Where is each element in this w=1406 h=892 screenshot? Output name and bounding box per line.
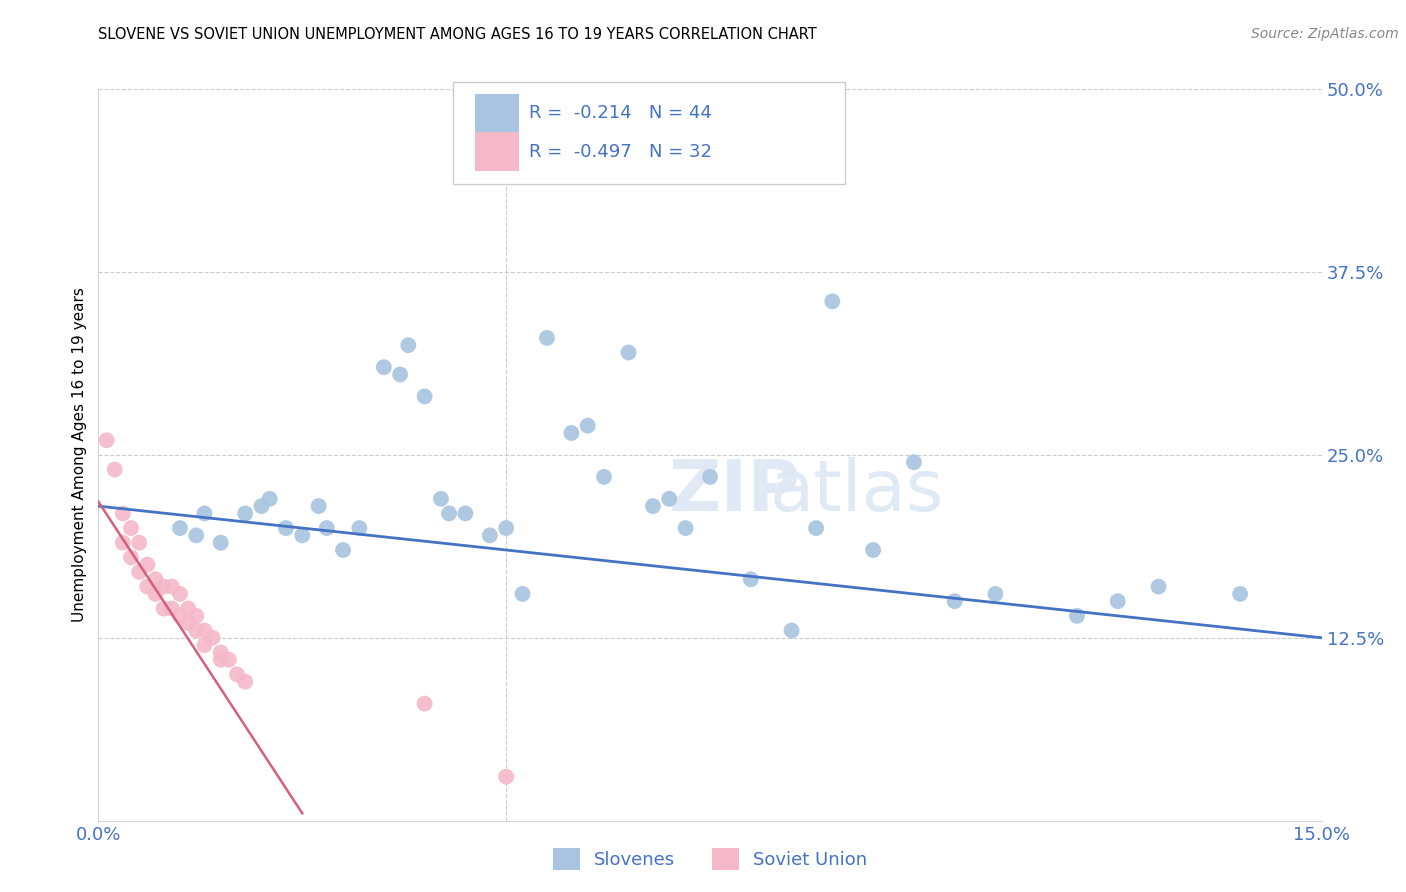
Point: [495, 521, 517, 535]
Point: [821, 294, 844, 309]
Point: [593, 470, 616, 484]
Text: R =  -0.214   N = 44: R = -0.214 N = 44: [529, 103, 711, 121]
Point: [186, 624, 208, 638]
Point: [576, 418, 599, 433]
Point: [250, 499, 273, 513]
Point: [209, 645, 232, 659]
Point: [169, 587, 191, 601]
Point: [145, 587, 167, 601]
Point: [193, 638, 215, 652]
Point: [699, 470, 721, 484]
Point: [128, 565, 150, 579]
Point: [152, 601, 174, 615]
Point: [1147, 580, 1170, 594]
FancyBboxPatch shape: [453, 82, 845, 185]
Point: [120, 521, 142, 535]
Point: [186, 608, 208, 623]
Point: [804, 521, 827, 535]
Point: [984, 587, 1007, 601]
Point: [437, 507, 460, 521]
Point: [512, 587, 534, 601]
Point: [152, 580, 174, 594]
Text: Source: ZipAtlas.com: Source: ZipAtlas.com: [1251, 27, 1399, 41]
Point: [413, 697, 436, 711]
Point: [274, 521, 297, 535]
Text: SLOVENE VS SOVIET UNION UNEMPLOYMENT AMONG AGES 16 TO 19 YEARS CORRELATION CHART: SLOVENE VS SOVIET UNION UNEMPLOYMENT AMO…: [98, 27, 817, 42]
Point: [780, 624, 803, 638]
Point: [226, 667, 249, 681]
Point: [201, 631, 224, 645]
Text: ZIP: ZIP: [668, 457, 800, 526]
Point: [413, 389, 436, 403]
Point: [454, 507, 477, 521]
Point: [373, 360, 395, 375]
Point: [233, 674, 256, 689]
Point: [332, 543, 354, 558]
Point: [291, 528, 314, 542]
Point: [740, 572, 762, 586]
Point: [308, 499, 330, 513]
Point: [560, 425, 582, 440]
Point: [495, 770, 517, 784]
Point: [315, 521, 337, 535]
Point: [536, 331, 558, 345]
Point: [903, 455, 925, 469]
Point: [675, 521, 697, 535]
Y-axis label: Unemployment Among Ages 16 to 19 years: Unemployment Among Ages 16 to 19 years: [72, 287, 87, 623]
Point: [943, 594, 966, 608]
Point: [96, 434, 118, 448]
Text: R =  -0.497   N = 32: R = -0.497 N = 32: [529, 143, 711, 161]
Point: [259, 491, 281, 506]
Point: [617, 345, 640, 359]
Point: [233, 507, 256, 521]
Point: [396, 338, 419, 352]
Point: [193, 507, 215, 521]
Point: [128, 535, 150, 549]
Point: [160, 601, 183, 615]
Point: [1066, 608, 1088, 623]
Point: [104, 462, 127, 476]
Point: [111, 535, 134, 549]
Point: [120, 550, 142, 565]
Text: atlas: atlas: [769, 457, 943, 526]
Point: [209, 535, 232, 549]
Point: [145, 572, 167, 586]
Point: [136, 558, 159, 572]
Point: [641, 499, 664, 513]
Point: [349, 521, 371, 535]
FancyBboxPatch shape: [475, 132, 519, 171]
Point: [177, 616, 200, 631]
FancyBboxPatch shape: [475, 94, 519, 132]
Legend: Slovenes, Soviet Union: Slovenes, Soviet Union: [546, 841, 875, 878]
Point: [136, 580, 159, 594]
Point: [430, 491, 453, 506]
Point: [169, 521, 191, 535]
Point: [1229, 587, 1251, 601]
Point: [186, 528, 208, 542]
Point: [658, 491, 681, 506]
Point: [160, 580, 183, 594]
Point: [1107, 594, 1129, 608]
Point: [218, 653, 240, 667]
Point: [209, 653, 232, 667]
Point: [389, 368, 412, 382]
Point: [111, 507, 134, 521]
Point: [862, 543, 884, 558]
Point: [169, 608, 191, 623]
Point: [177, 601, 200, 615]
Point: [478, 528, 501, 542]
Point: [193, 624, 215, 638]
